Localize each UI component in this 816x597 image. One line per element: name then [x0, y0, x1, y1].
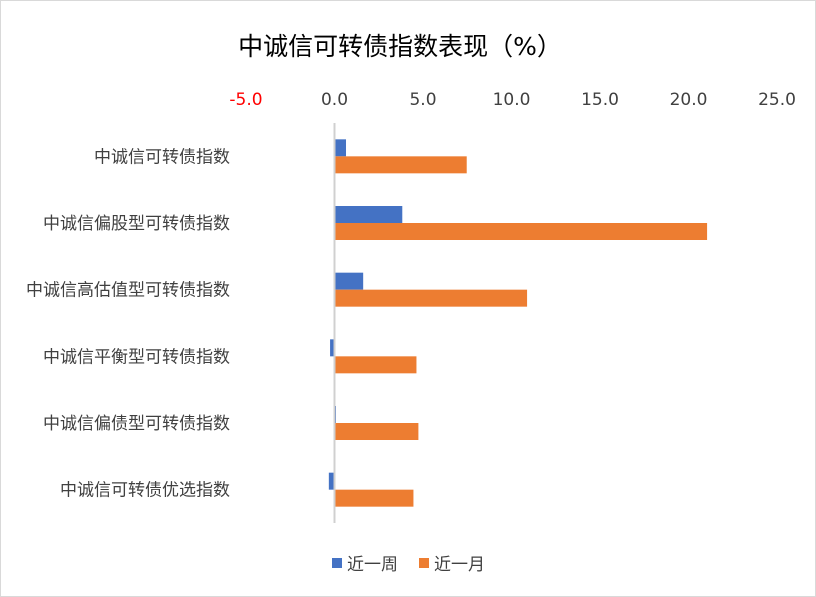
bar-week: [334, 139, 347, 157]
x-tick-label: 5.0: [409, 90, 436, 110]
x-tick-label: 0.0: [321, 90, 348, 110]
category-label: 中诚信高估值型可转债指数: [26, 281, 230, 301]
legend-label: 近一月: [434, 555, 485, 575]
bar-week: [328, 472, 335, 490]
x-tick-label: -5.0: [229, 90, 262, 110]
x-tick-label: 10.0: [493, 90, 531, 110]
category-label: 中诚信偏债型可转债指数: [43, 414, 230, 434]
category-label: 中诚信平衡型可转债指数: [43, 347, 230, 367]
legend-label: 近一周: [347, 555, 398, 575]
bar-month: [334, 156, 467, 174]
bar-month: [334, 356, 417, 374]
category-label: 中诚信可转债指数: [94, 147, 230, 167]
bar-month: [334, 423, 419, 440]
chart-title: 中诚信可转债指数表现（%）: [238, 32, 562, 61]
category-label: 中诚信可转债优选指数: [60, 481, 230, 501]
category-label: 中诚信偏股型可转债指数: [43, 214, 230, 234]
x-tick-label: 25.0: [758, 90, 796, 110]
bar-month: [334, 289, 528, 307]
bar-week: [330, 339, 335, 357]
legend-swatch: [332, 558, 342, 568]
bar-week: [334, 272, 364, 290]
bar-week: [334, 206, 403, 223]
bar-month: [334, 489, 414, 507]
x-tick-label: 15.0: [581, 90, 619, 110]
legend-swatch: [419, 558, 429, 568]
x-tick-label: 20.0: [670, 90, 708, 110]
bar-month: [334, 223, 708, 240]
